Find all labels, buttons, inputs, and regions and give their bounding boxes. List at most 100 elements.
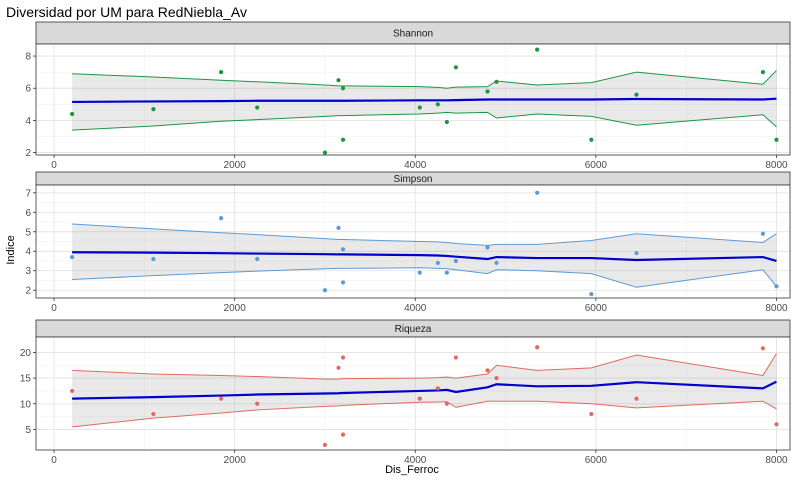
- data-point: [435, 102, 440, 107]
- data-point: [340, 247, 346, 252]
- data-point: [417, 105, 422, 110]
- data-point: [444, 401, 449, 406]
- data-point: [774, 284, 779, 289]
- data-point: [589, 137, 594, 142]
- y-tick-label: 6: [25, 84, 31, 95]
- data-point: [444, 270, 449, 275]
- facet-strip-label: Shannon: [393, 29, 433, 40]
- data-point: [417, 396, 422, 401]
- data-point: [151, 411, 156, 417]
- ribbon-upper-line: [72, 353, 777, 380]
- smooth-fit-line: [72, 97, 777, 104]
- data-point: [219, 70, 224, 75]
- data-point: [435, 386, 440, 391]
- ribbon-lower-line: [72, 400, 777, 428]
- data-point: [485, 368, 490, 373]
- x-tick-label: 0: [51, 160, 57, 171]
- y-tick-label: 4: [25, 247, 31, 258]
- data-point: [589, 411, 594, 417]
- y-tick-label: 15: [20, 374, 32, 385]
- y-tick-label: 7: [25, 188, 31, 199]
- x-tick-label: 4000: [404, 455, 427, 466]
- data-point: [453, 355, 458, 360]
- data-point: [151, 256, 156, 262]
- x-tick-label: 8000: [765, 455, 788, 466]
- x-tick-label: 8000: [765, 303, 788, 314]
- y-tick-label: 20: [20, 348, 32, 359]
- x-tick-label: 6000: [585, 455, 608, 466]
- y-tick-label: 5: [25, 425, 31, 436]
- y-tick-label: 6: [25, 208, 31, 219]
- data-point: [494, 375, 499, 381]
- smooth-fit-line: [72, 251, 777, 263]
- ribbon-upper-line: [72, 223, 777, 246]
- data-point: [336, 365, 341, 370]
- data-point: [70, 254, 75, 260]
- data-point: [535, 345, 540, 350]
- y-tick-label: 4: [25, 116, 31, 127]
- data-point: [255, 256, 260, 262]
- ribbon-lower-line: [72, 267, 777, 288]
- data-point: [417, 270, 422, 275]
- x-tick-label: 2000: [224, 303, 247, 314]
- data-point: [340, 137, 346, 142]
- data-point: [219, 396, 224, 401]
- x-tick-label: 2000: [224, 455, 247, 466]
- x-axis-title: Dis_Ferroc: [385, 464, 439, 476]
- data-point: [322, 288, 328, 293]
- data-point: [70, 111, 75, 117]
- data-point: [774, 422, 779, 427]
- facet-strip-label: Simpson: [394, 174, 433, 185]
- panel-border: [35, 184, 791, 299]
- ribbon-lower-line: [72, 111, 777, 131]
- panel-background: [36, 337, 790, 450]
- data-point: [340, 280, 346, 285]
- data-point: [760, 231, 766, 236]
- data-point: [634, 92, 639, 97]
- data-point: [255, 105, 260, 110]
- x-tick-label: 6000: [585, 160, 608, 171]
- panel-simpson: Simpson 2 3 4 5 6 7 0 2000 4000 6000 8000: [25, 171, 791, 314]
- y-tick-label: 10: [20, 399, 32, 410]
- y-axis-title: Indice: [5, 235, 17, 264]
- x-tick-label: 0: [51, 455, 57, 466]
- x-tick-label: 0: [51, 303, 57, 314]
- data-point: [444, 119, 449, 125]
- x-tick-label: 4000: [404, 160, 427, 171]
- data-point: [336, 78, 341, 83]
- data-point: [494, 79, 499, 84]
- data-point: [322, 442, 328, 447]
- data-point: [453, 258, 458, 264]
- data-point: [322, 150, 328, 155]
- ribbon-upper-line: [72, 70, 777, 89]
- data-point: [151, 107, 156, 112]
- data-point: [760, 346, 766, 351]
- x-tick-label: 2000: [224, 160, 247, 171]
- data-point: [435, 260, 440, 266]
- data-point: [340, 86, 346, 91]
- data-point: [336, 225, 341, 230]
- data-point: [760, 70, 766, 75]
- data-point: [494, 260, 499, 266]
- y-tick-label: 2: [25, 148, 31, 159]
- data-point: [535, 190, 540, 195]
- facet-strip-label: Riqueza: [395, 324, 432, 335]
- data-point: [535, 47, 540, 52]
- smooth-fit-line: [72, 380, 777, 400]
- data-point: [485, 89, 490, 94]
- data-point: [340, 432, 346, 437]
- panel-border: [35, 43, 791, 156]
- y-tick-label: 5: [25, 227, 31, 238]
- data-point: [255, 401, 260, 406]
- data-point: [340, 355, 346, 360]
- x-tick-label: 8000: [765, 160, 788, 171]
- y-tick-label: 8: [25, 52, 31, 63]
- data-point: [485, 245, 490, 250]
- panel-border: [35, 336, 791, 451]
- data-point: [589, 292, 594, 297]
- data-point: [453, 65, 458, 70]
- x-tick-label: 6000: [585, 303, 608, 314]
- data-point: [774, 137, 779, 142]
